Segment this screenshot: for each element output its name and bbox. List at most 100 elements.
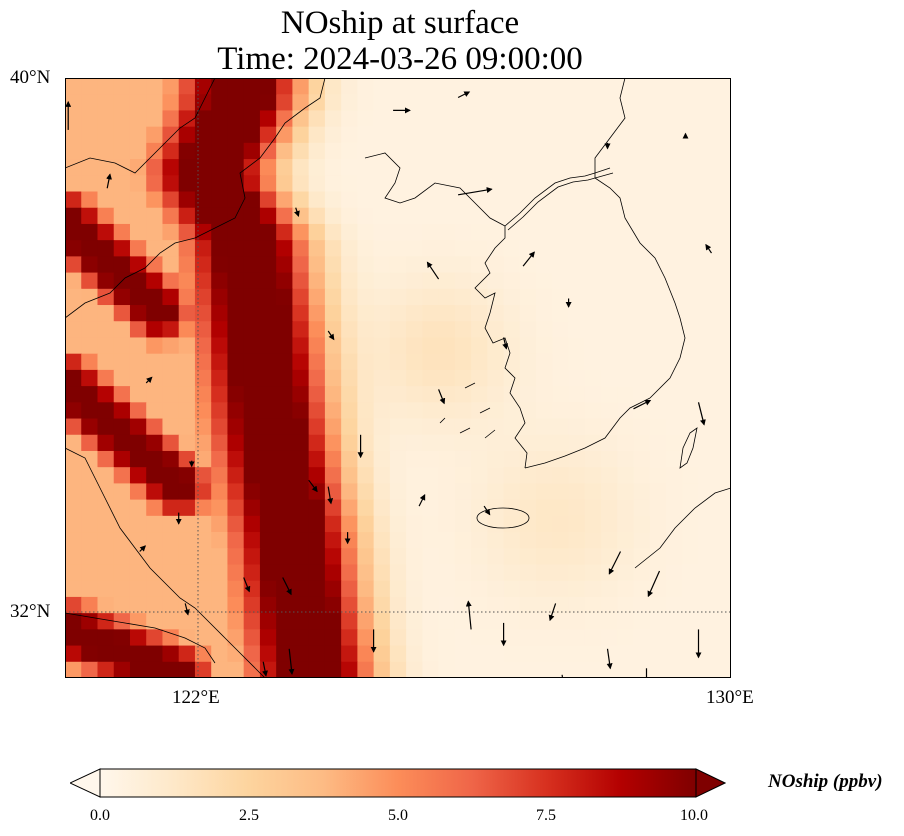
field-cell xyxy=(373,353,391,371)
field-cell xyxy=(406,288,423,306)
field-cell xyxy=(146,207,164,225)
wind-arrow xyxy=(608,551,622,575)
field-cell xyxy=(211,564,229,582)
field-cell xyxy=(422,110,440,128)
field-cell xyxy=(129,175,147,193)
field-cell xyxy=(568,499,586,517)
field-cell xyxy=(113,256,131,274)
field-cell xyxy=(113,240,131,257)
field-cell xyxy=(341,369,358,387)
field-cell xyxy=(454,532,472,549)
field-cell xyxy=(113,548,131,566)
field-cell xyxy=(211,596,229,614)
field-cell xyxy=(454,142,472,160)
field-cell xyxy=(324,532,342,549)
field-cell xyxy=(341,629,358,647)
field-cell xyxy=(698,483,716,501)
field-cell xyxy=(422,645,440,663)
field-cell xyxy=(536,629,553,647)
field-cell xyxy=(519,467,537,485)
field-cell xyxy=(601,353,618,371)
field-cell xyxy=(503,353,521,371)
field-cell xyxy=(178,240,196,257)
field-cell xyxy=(324,467,342,485)
colorbar-ramp xyxy=(99,768,697,798)
field-cell xyxy=(633,515,651,533)
field-cell xyxy=(227,386,245,403)
field-cell xyxy=(211,548,229,566)
field-cell xyxy=(276,580,294,598)
field-cell xyxy=(146,596,164,614)
field-cell xyxy=(552,110,570,128)
field-cell xyxy=(389,499,407,517)
field-cell xyxy=(243,629,261,647)
field-cell xyxy=(276,321,294,339)
field-cell xyxy=(113,78,131,95)
field-cell xyxy=(65,467,82,485)
field-cell xyxy=(276,305,294,322)
field-cell xyxy=(487,110,505,128)
field-cell xyxy=(373,305,391,322)
field-cell xyxy=(519,515,537,533)
field-cell xyxy=(617,467,635,485)
field-cell xyxy=(81,402,99,420)
field-cell xyxy=(292,142,310,160)
field-cell xyxy=(422,564,440,582)
field-cell xyxy=(227,240,245,257)
field-cell xyxy=(81,613,99,630)
field-cell xyxy=(503,94,521,112)
field-cell xyxy=(422,613,440,630)
field-cell xyxy=(357,613,375,630)
field-cell xyxy=(373,434,391,452)
field-cell xyxy=(65,337,82,355)
field-cell xyxy=(81,499,99,517)
field-cell xyxy=(584,288,602,306)
field-cell xyxy=(243,305,261,322)
field-cell xyxy=(178,288,196,306)
field-cell xyxy=(194,548,212,566)
field-cell xyxy=(211,337,229,355)
field-cell xyxy=(292,207,310,225)
field-cell xyxy=(536,240,553,257)
field-cell xyxy=(324,386,342,403)
field-cell xyxy=(243,337,261,355)
field-cell xyxy=(259,596,277,614)
colorbar-extend-max xyxy=(695,768,726,798)
field-cell xyxy=(97,515,115,533)
field-cell xyxy=(617,418,635,436)
field-cell xyxy=(259,386,277,403)
field-cell xyxy=(389,548,407,566)
field-cell xyxy=(129,418,147,436)
field-cell xyxy=(617,515,635,533)
field-cell xyxy=(211,305,229,322)
field-cell xyxy=(97,159,115,176)
field-cell xyxy=(341,596,358,614)
field-cell xyxy=(389,386,407,403)
field-cell xyxy=(519,207,537,225)
field-cell xyxy=(97,564,115,582)
field-cell xyxy=(503,305,521,322)
field-cell xyxy=(178,78,196,95)
field-cell xyxy=(633,94,651,112)
field-cell xyxy=(162,548,180,566)
field-cell xyxy=(649,159,667,176)
field-cell xyxy=(536,532,553,549)
field-cell xyxy=(519,272,537,290)
field-cell xyxy=(584,661,602,678)
field-cell xyxy=(324,288,342,306)
field-cell xyxy=(211,613,229,630)
field-cell xyxy=(113,369,131,387)
field-cell xyxy=(276,629,294,647)
field-cell xyxy=(649,305,667,322)
field-cell xyxy=(438,661,456,678)
field-cell xyxy=(503,223,521,241)
field-cell xyxy=(243,159,261,176)
field-cell xyxy=(519,418,537,436)
field-cell xyxy=(698,256,716,274)
field-cell xyxy=(698,288,716,306)
field-cell xyxy=(292,353,310,371)
field-cell xyxy=(536,564,553,582)
field-cell xyxy=(666,110,683,128)
field-cell xyxy=(292,645,310,663)
field-cell xyxy=(519,661,537,678)
